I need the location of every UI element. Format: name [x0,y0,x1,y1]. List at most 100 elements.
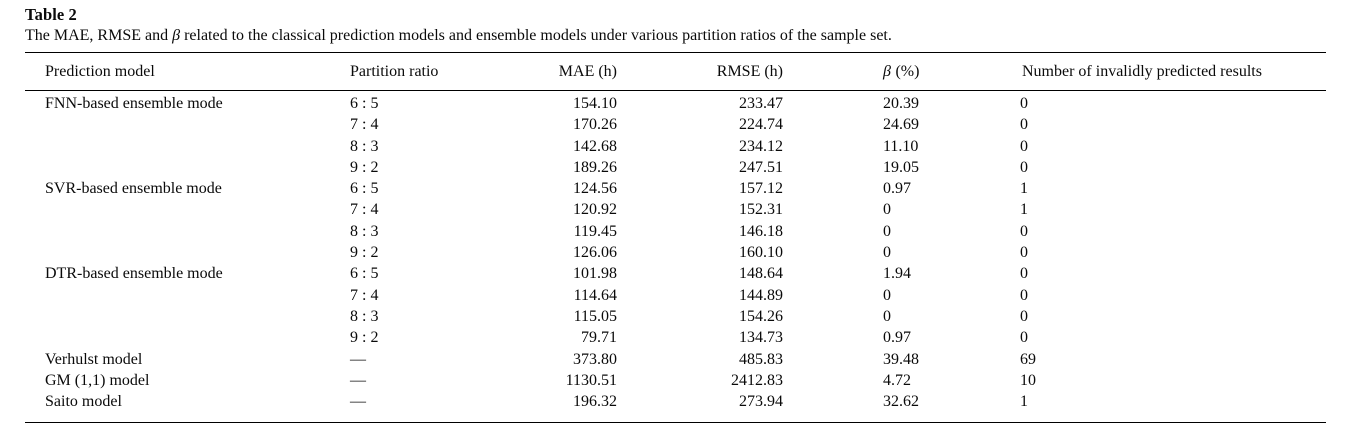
cell-prediction-model [25,221,350,242]
cell-prediction-model: SVR-based ensemble mode [45,180,222,198]
cell-rmse: 224.74 [739,116,783,134]
cell-invalid-count: 1 [1020,393,1028,411]
table-row: 9 : 2 79.71 134.73 0.97 0 [25,327,1326,348]
cell-beta: 11.10 [883,137,919,155]
cell-partition-ratio: 6 : 5 [350,180,379,198]
cell-invalid-count: 0 [1020,265,1028,283]
table-row: 9 : 2 126.06 160.10 0 0 [25,242,1326,263]
cell-prediction-model [25,327,350,348]
cell-rmse: 134.73 [739,329,783,347]
table-row: Verhulst model — 373.80 485.83 39.48 69 [25,349,1326,370]
cell-rmse: 273.94 [739,393,783,411]
cell-rmse: 234.12 [739,137,783,155]
beta-symbol: β [883,62,891,80]
cell-prediction-model [25,136,350,157]
cell-beta: 0 [883,286,891,304]
cell-partition-ratio: 7 : 4 [350,286,379,304]
cell-rmse: 2412.83 [731,371,783,389]
cell-partition-ratio: 9 : 2 [350,244,379,262]
cell-partition-ratio: 7 : 4 [350,201,379,219]
cell-prediction-model [25,199,350,220]
cell-mae: 189.26 [573,158,617,176]
cell-beta: 0 [883,244,891,262]
table-row: 7 : 4 114.64 144.89 0 0 [25,285,1326,306]
caption-text-post: related to the classical prediction mode… [180,27,892,44]
cell-mae: 124.56 [573,180,617,198]
cell-invalid-count: 10 [1020,371,1036,389]
table-row: Saito model — 196.32 273.94 32.62 1 [25,391,1326,423]
cell-mae: 154.10 [573,95,617,112]
cell-rmse: 146.18 [739,222,783,240]
beta-unit: (%) [895,62,920,80]
caption-text-pre: The MAE, RMSE and [25,27,173,44]
col-header-mae: MAE (h) [558,62,617,80]
cell-prediction-model [25,157,350,178]
cell-invalid-count: 1 [1020,180,1028,198]
cell-mae: 126.06 [573,244,617,262]
table-caption: The MAE, RMSE and β related to the class… [25,25,1371,46]
cell-invalid-count: 0 [1020,329,1028,347]
col-header-partition-ratio: Partition ratio [350,62,439,80]
cell-prediction-model [25,306,350,327]
cell-partition-ratio: 8 : 3 [350,137,379,155]
cell-beta: 0 [883,201,891,219]
col-header-beta: β (%) [783,53,1018,91]
table-row: 9 : 2 189.26 247.51 19.05 0 [25,157,1326,178]
table-row: FNN-based ensemble mode 6 : 5 154.10 233.47… [25,91,1326,115]
table-row: 7 : 4 120.92 152.31 0 1 [25,199,1326,220]
cell-mae: 115.05 [573,307,617,325]
cell-beta: 20.39 [883,95,919,112]
col-header-invalid-count: Number of invalidly predicted results [1022,62,1262,80]
cell-prediction-model: Saito model [45,393,122,411]
beta-symbol: β [172,27,181,44]
cell-invalid-count: 69 [1020,350,1036,368]
cell-beta: 4.72 [883,371,911,389]
cell-invalid-count: 0 [1020,222,1028,240]
cell-mae: 142.68 [573,137,617,155]
cell-partition-ratio: — [350,350,366,368]
cell-prediction-model [25,114,350,135]
table-row: SVR-based ensemble mode 6 : 5 124.56 157.12… [25,178,1326,199]
cell-mae: 101.98 [573,265,617,283]
table-row: 8 : 3 142.68 234.12 11.10 0 [25,136,1326,157]
cell-partition-ratio: 6 : 5 [350,95,379,112]
cell-prediction-model: FNN-based ensemble mode [45,95,223,112]
cell-beta: 0.97 [883,180,911,198]
cell-partition-ratio: 9 : 2 [350,329,379,347]
cell-partition-ratio: 6 : 5 [350,265,379,283]
table-title: Table 2 [25,5,77,24]
cell-prediction-model [25,242,350,263]
cell-invalid-count: 0 [1020,95,1028,112]
cell-prediction-model [25,285,350,306]
cell-beta: 0 [883,307,891,325]
table-row: GM (1,1) model — 1130.51 2412.83 4.72 10 [25,370,1326,391]
cell-beta: 19.05 [883,158,919,176]
cell-beta: 0.97 [883,329,911,347]
cell-invalid-count: 1 [1020,201,1028,219]
table-row: DTR-based ensemble mode 6 : 5 101.98 148.64… [25,263,1326,284]
cell-invalid-count: 0 [1020,307,1028,325]
cell-rmse: 148.64 [739,265,783,283]
cell-mae: 119.45 [573,222,617,240]
cell-partition-ratio: 7 : 4 [350,116,379,134]
cell-rmse: 152.31 [739,201,783,219]
cell-mae: 1130.51 [565,371,617,389]
cell-partition-ratio: — [350,393,366,411]
table-row: 8 : 3 119.45 146.18 0 0 [25,221,1326,242]
cell-invalid-count: 0 [1020,244,1028,262]
cell-mae: 120.92 [573,201,617,219]
results-table: Prediction model Partition ratio MAE (h)… [25,52,1326,424]
col-header-rmse: RMSE (h) [716,62,783,80]
cell-rmse: 144.89 [739,286,783,304]
cell-beta: 0 [883,222,891,240]
cell-mae: 170.26 [573,116,617,134]
cell-partition-ratio: — [350,371,366,389]
table-row: 7 : 4 170.26 224.74 24.69 0 [25,114,1326,135]
cell-rmse: 154.26 [739,307,783,325]
cell-prediction-model: DTR-based ensemble mode [45,265,223,283]
cell-rmse: 247.51 [739,158,783,176]
cell-invalid-count: 0 [1020,158,1028,176]
cell-mae: 196.32 [573,393,617,411]
cell-invalid-count: 0 [1020,116,1028,134]
col-header-prediction-model: Prediction model [45,62,155,80]
